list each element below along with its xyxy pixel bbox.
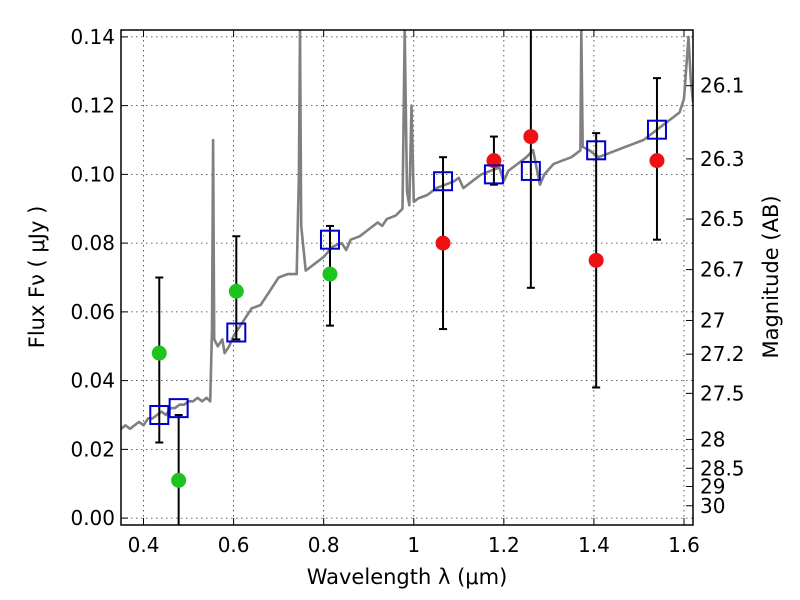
y-axis-ticks: 0.00 0.02 0.04 0.06 0.08 0.10 0.12 0.14 [70,25,128,530]
x-tick-label: 0.4 [128,533,160,557]
x-tick-label: 1.2 [488,533,520,557]
model-photometry-point [646,119,667,140]
y-tick-label: 0.10 [70,162,115,186]
x-tick-label: 1.4 [578,533,610,557]
model-photometry-point [483,164,504,185]
magnitude-tick-label: 26.7 [700,258,745,282]
flux-data-point [649,153,665,169]
magnitude-tick-label: 28 [700,427,725,451]
y-tick-label: 0.00 [70,506,115,530]
y-tick-label: 0.04 [70,369,115,393]
x-axis-label: Wavelength λ (μm) [307,565,508,589]
y-tick-label: 0.08 [70,231,115,255]
magnitude-tick-label: 30 [700,494,725,518]
magnitude-tick-label: 29 [700,475,725,499]
magnitude-tick-label: 27 [700,308,725,332]
flux-data-point [322,266,338,282]
x-tick-label: 0.6 [218,533,250,557]
magnitude-tick-label: 26.5 [700,207,745,231]
model-spectrum-layer [121,30,693,431]
magnitude-axis-label: Magnitude (AB) [759,195,783,358]
y-tick-label: 0.02 [70,437,115,461]
y-axis-label: Flux Fν ( μJy ) [25,206,49,349]
model-photometry-point [226,322,247,343]
flux-data-point [151,345,167,361]
magnitude-tick-label: 28.5 [700,456,745,480]
x-axis-ticks: 0.4 0.6 0.8 1 1.2 1.4 1.6 [128,30,700,557]
magnitude-tick-label: 27.2 [700,342,745,366]
model-photometry-point [586,140,607,161]
model-photometry-point [149,405,170,425]
model-photometry-point [319,229,340,250]
y-tick-label: 0.06 [70,300,115,324]
magnitude-tick-label: 26.3 [700,147,745,171]
flux-data-point [228,283,244,299]
plot-frame [120,29,694,526]
magnitude-tick-label: 27.5 [700,381,745,405]
model-photometry-point [520,160,541,181]
model-photometry-point [433,171,454,192]
x-tick-label: 1 [407,533,420,557]
marker-layer [149,119,667,488]
x-tick-label: 1.6 [668,533,700,557]
y-tick-label: 0.12 [70,94,115,118]
flux-data-point [171,472,187,488]
magnitude-tick-label: 26.1 [700,74,745,98]
flux-data-point [523,129,539,145]
flux-data-point [435,235,451,251]
x-tick-label: 0.8 [308,533,340,557]
y-tick-label: 0.14 [70,25,115,49]
model-spectrum-line [121,30,693,431]
model-photometry-point [168,398,189,419]
flux-data-point [588,252,604,268]
